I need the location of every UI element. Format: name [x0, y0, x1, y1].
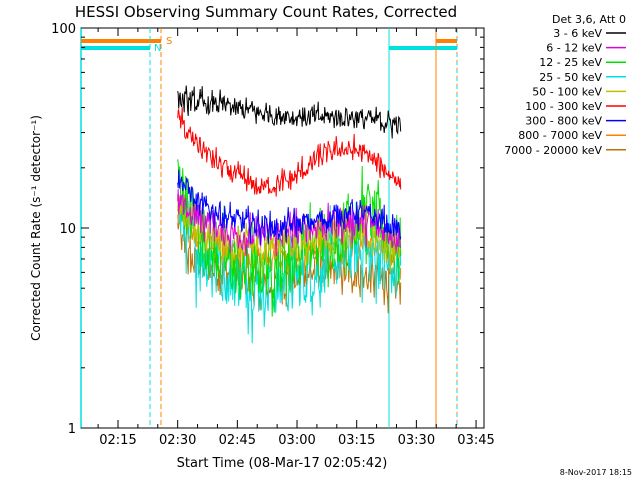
x-tick-label: 02:15 — [99, 433, 136, 448]
series-line — [177, 169, 402, 245]
legend-entry-label: 7000 - 20000 keV — [504, 144, 602, 157]
x-tick-label: 03:00 — [278, 433, 315, 448]
footer-timestamp: 8-Nov-2017 18:15 — [560, 468, 632, 477]
y-tick-label: 10 — [59, 222, 76, 237]
series-line — [177, 107, 402, 197]
x-axis-label: Start Time (08-Mar-17 02:05:42) — [177, 456, 388, 471]
y-axis: 1 10 100 — [51, 22, 484, 437]
y-tick-label: 100 — [51, 22, 76, 37]
chart-title: HESSI Observing Summary Count Rates, Cor… — [75, 3, 457, 21]
orbit-markers: NS — [80, 28, 458, 428]
x-tick-label: 02:45 — [219, 433, 256, 448]
legend-entry-label: 6 - 12 keV — [546, 42, 602, 55]
legend-entry-label: 300 - 800 keV — [525, 115, 602, 128]
legend-entry-label: 100 - 300 keV — [525, 100, 602, 113]
legend-entry-label: 50 - 100 keV — [532, 85, 602, 98]
x-tick-label: 02:30 — [159, 433, 196, 448]
y-axis-label: Corrected Count Rate (s⁻¹ detector⁻¹) — [29, 115, 43, 341]
x-axis: 02:15 02:30 02:45 03:00 03:15 03:30 03:45 — [97, 28, 495, 448]
x-tick-label: 03:15 — [338, 433, 375, 448]
legend-entry-label: 12 - 25 keV — [539, 56, 602, 69]
legend-entry-label: 25 - 50 keV — [539, 71, 602, 84]
y-tick-label: 1 — [68, 422, 76, 437]
series-line — [177, 159, 402, 317]
series-line — [177, 85, 402, 139]
legend-entry-label: 3 - 6 keV — [553, 27, 602, 40]
x-tick-label: 03:45 — [457, 433, 494, 448]
series-layer — [177, 85, 402, 344]
x-tick-label: 03:30 — [398, 433, 435, 448]
legend-header: Det 3,6, Att 0 — [552, 13, 626, 26]
marker-label-n: N — [154, 43, 161, 54]
legend-entry-label: 800 - 7000 keV — [518, 129, 602, 142]
marker-label-s: S — [166, 36, 172, 47]
